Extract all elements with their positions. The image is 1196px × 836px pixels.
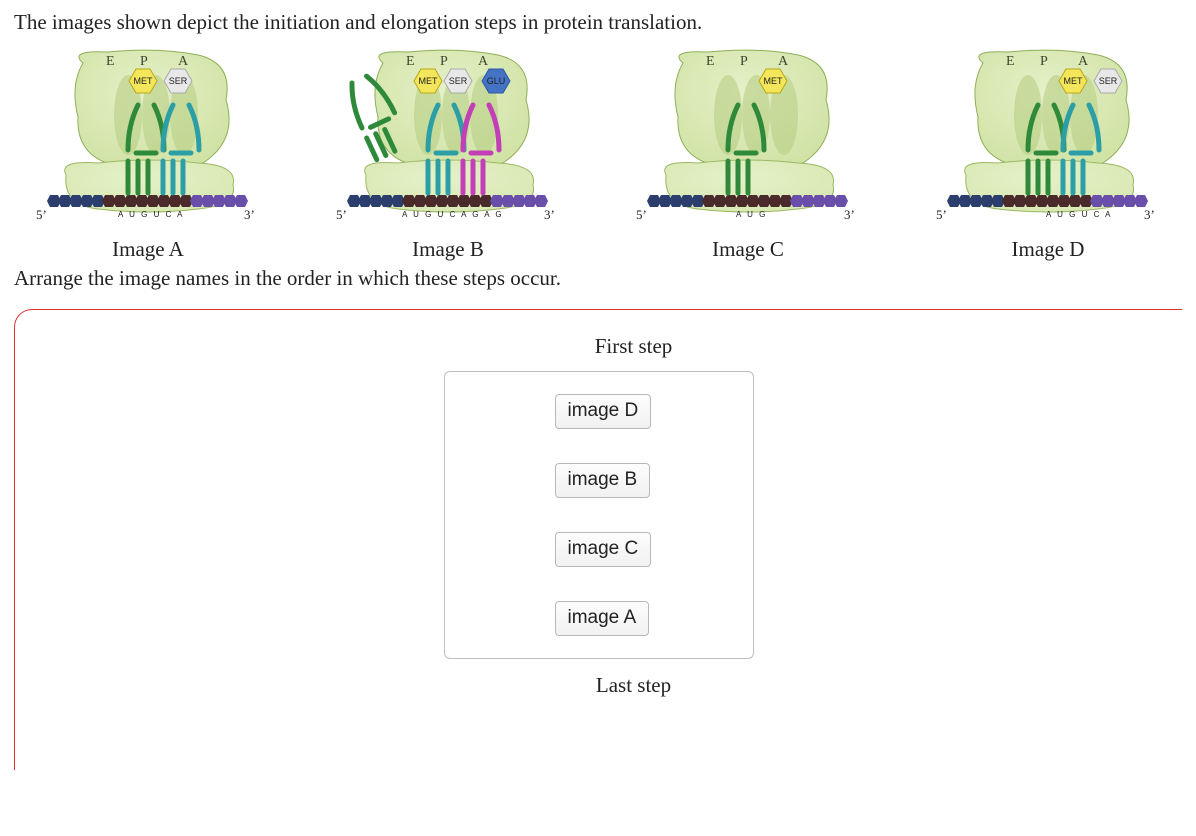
- svg-text:E: E: [106, 54, 115, 69]
- svg-text:A: A: [178, 54, 189, 69]
- svg-text:5’: 5’: [936, 207, 947, 222]
- svg-text:SER: SER: [449, 76, 468, 86]
- question-instruction: Arrange the image names in the order in …: [14, 266, 1182, 291]
- svg-text:A U G: A U G: [736, 210, 767, 219]
- svg-text:E: E: [406, 54, 415, 69]
- svg-text:A: A: [1078, 54, 1089, 69]
- svg-text:P: P: [740, 54, 748, 69]
- svg-text:A: A: [478, 54, 489, 69]
- svg-text:MET: MET: [134, 76, 154, 86]
- svg-text:MET: MET: [1064, 76, 1084, 86]
- svg-text:SER: SER: [169, 76, 188, 86]
- svg-text:A U G U C A: A U G U C A: [1046, 210, 1112, 219]
- figure-label: Image D: [918, 237, 1178, 262]
- svg-text:A U G U C A G A G: A U G U C A G A G: [402, 210, 504, 219]
- figure-label: Image A: [18, 237, 278, 262]
- svg-text:3’: 3’: [544, 207, 555, 222]
- svg-text:5’: 5’: [336, 207, 347, 222]
- svg-text:GLU: GLU: [487, 76, 506, 86]
- svg-text:E: E: [1006, 54, 1015, 69]
- svg-text:MET: MET: [764, 76, 784, 86]
- figure-row: A U G U C A5’3’EPA METS: [14, 45, 1182, 262]
- svg-text:E: E: [706, 54, 715, 69]
- svg-text:P: P: [440, 54, 448, 69]
- svg-text:P: P: [1040, 54, 1048, 69]
- svg-text:5’: 5’: [636, 207, 647, 222]
- figure-label: Image B: [318, 237, 578, 262]
- figure-d: A U G U C A5’3’EPA METS: [918, 45, 1178, 262]
- answer-chip[interactable]: image B: [555, 463, 651, 498]
- answer-drop-zone[interactable]: image D image B image C image A: [444, 371, 754, 659]
- first-step-label: First step: [595, 334, 673, 359]
- svg-text:P: P: [140, 54, 148, 69]
- last-step-label: Last step: [596, 673, 671, 698]
- answer-region: First step image Dimage Bimage Cimage A …: [14, 309, 1182, 770]
- answer-chip[interactable]: image A: [555, 601, 650, 636]
- svg-text:5’: 5’: [36, 207, 47, 222]
- svg-text:3’: 3’: [244, 207, 255, 222]
- question-intro: The images shown depict the initiation a…: [14, 10, 1182, 35]
- figure-c: A U G 5’ 3’ E P A MET Image C: [618, 45, 878, 262]
- svg-text:SER: SER: [1099, 76, 1118, 86]
- svg-text:A U G U C A: A U G U C A: [118, 210, 184, 219]
- figure-a: A U G U C A5’3’EPA METS: [18, 45, 278, 262]
- svg-text:MET: MET: [419, 76, 439, 86]
- figure-b: A U G U C A G A G 5’ 3’ E P A: [318, 45, 578, 262]
- answer-chip[interactable]: image C: [555, 532, 652, 567]
- figure-label: Image C: [618, 237, 878, 262]
- svg-text:3’: 3’: [1144, 207, 1155, 222]
- answer-chip[interactable]: image D: [555, 394, 652, 429]
- svg-text:A: A: [778, 54, 789, 69]
- svg-text:3’: 3’: [844, 207, 855, 222]
